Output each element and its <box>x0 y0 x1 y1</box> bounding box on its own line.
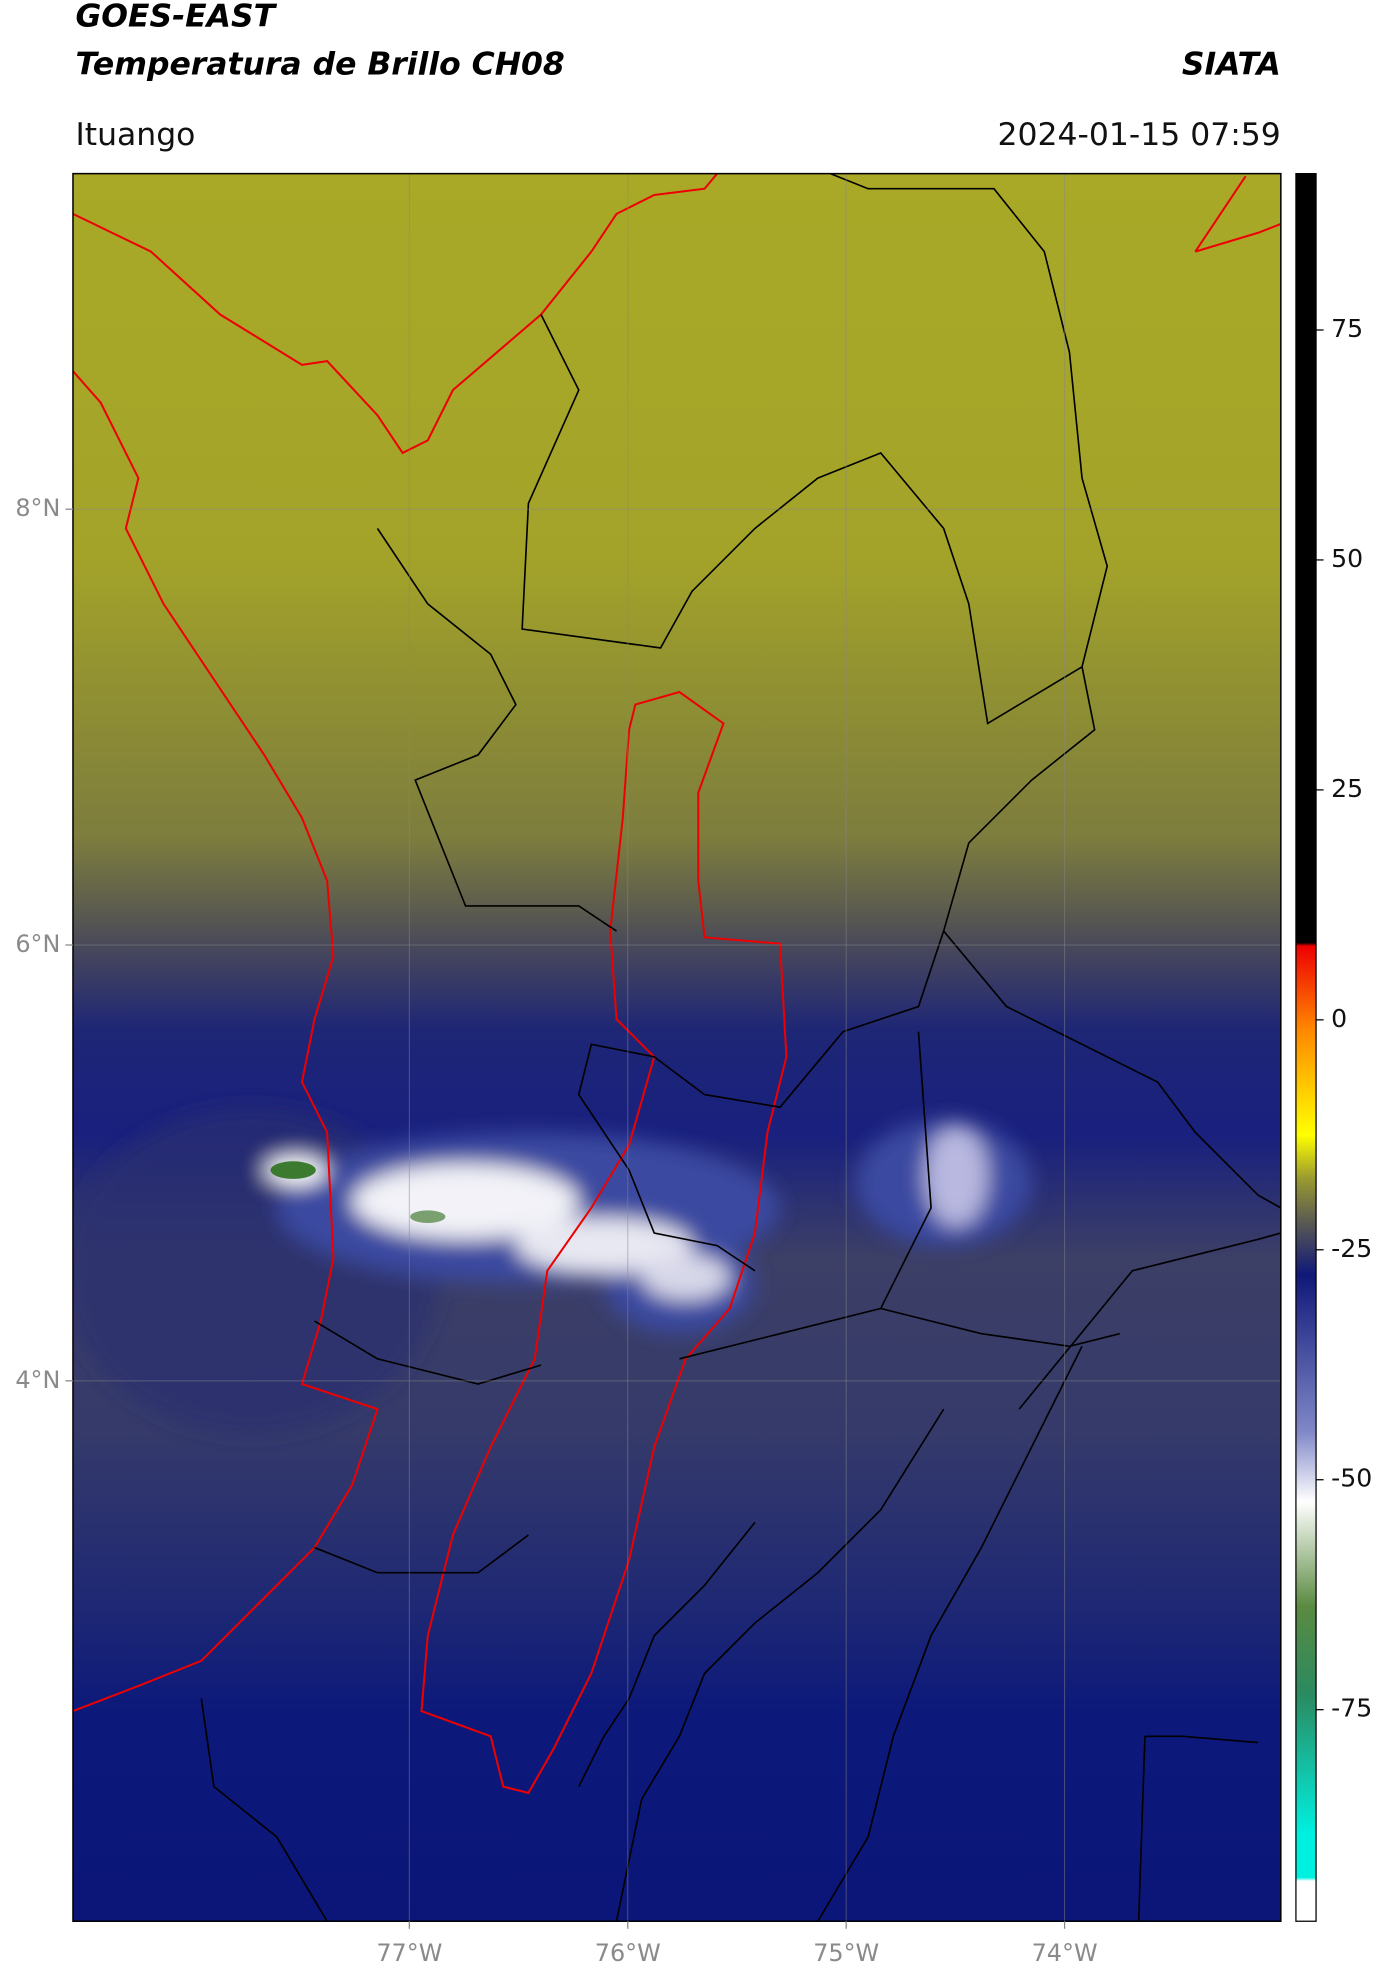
y-tick-label: 6°N <box>15 930 60 958</box>
datetime: 2024-01-15 07:59 <box>998 117 1281 153</box>
x-tick-label: 74°W <box>1032 1939 1098 1967</box>
y-tick-label: 8°N <box>15 494 60 522</box>
map-frame <box>72 172 1282 1922</box>
x-tick-label: 75°W <box>813 1939 879 1967</box>
colorbar-tick-label: -75 <box>1331 1694 1372 1723</box>
colorbar-tick-label: -50 <box>1331 1464 1372 1493</box>
colorbar-tick-label: 75 <box>1331 314 1363 343</box>
map-image <box>72 173 1281 1922</box>
location: Ituango <box>75 117 195 153</box>
colorbar <box>1295 172 1317 1922</box>
source: SIATA <box>1182 46 1281 82</box>
x-tick-label: 77°W <box>376 1939 442 1967</box>
subtitle: Temperatura de Brillo CH08 <box>75 46 564 82</box>
x-tick-label: 76°W <box>595 1939 661 1967</box>
colorbar-tick-label: 25 <box>1331 774 1363 803</box>
colorbar-tick-label: 50 <box>1331 544 1363 573</box>
colorbar-tick-label: -25 <box>1331 1234 1372 1263</box>
colorbar-tick-label: 0 <box>1331 1004 1347 1033</box>
y-tick-label: 4°N <box>15 1366 60 1394</box>
title: GOES-EAST <box>75 0 277 35</box>
